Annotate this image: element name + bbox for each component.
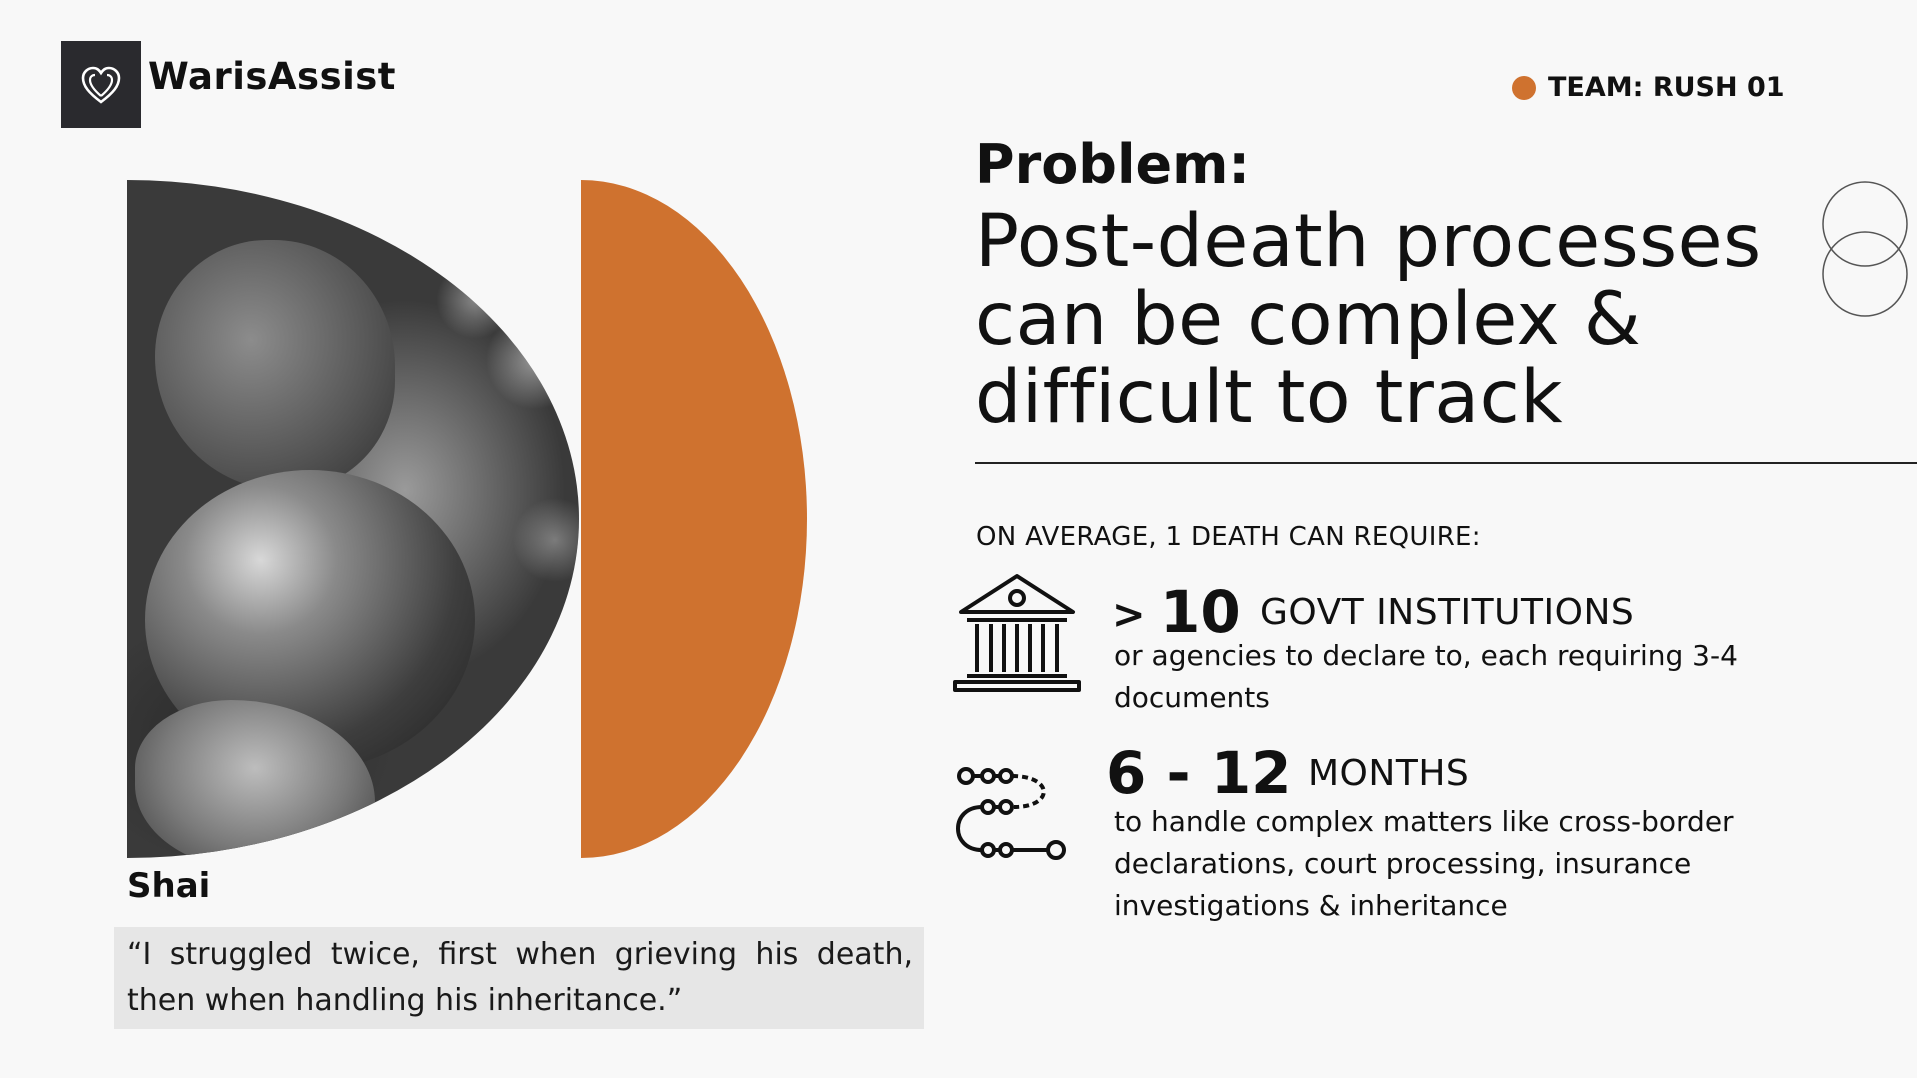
process-path-icon — [956, 767, 1066, 860]
logo — [61, 41, 141, 128]
team-label: TEAM: RUSH 01 — [1548, 72, 1785, 103]
divider — [975, 462, 1917, 464]
decorative-circles-icon — [1822, 181, 1908, 317]
person-name: Shai — [127, 866, 211, 906]
orange-half-circle — [581, 180, 807, 858]
stat-description: to handle complex matters like cross-bor… — [1114, 805, 1734, 922]
team-badge: TEAM: RUSH 01 — [1512, 72, 1785, 103]
average-label: ON AVERAGE, 1 DEATH CAN REQUIRE: — [976, 522, 1481, 552]
stat-prefix: > — [1112, 592, 1146, 638]
problem-headline: Post-death processes can be complex & di… — [975, 199, 1762, 440]
stat-unit: GOVT INSTITUTIONS — [1260, 592, 1635, 633]
stat-number: 10 — [1160, 578, 1241, 646]
government-building-icon — [953, 574, 1081, 692]
problem-label: Problem: — [975, 133, 1250, 196]
portrait-photo — [127, 180, 579, 858]
heart-icon — [81, 66, 121, 104]
stat-unit: MONTHS — [1308, 753, 1470, 794]
stat-number: 6 - 12 — [1106, 739, 1292, 807]
team-dot — [1512, 75, 1536, 100]
brand-name: WarisAssist — [148, 55, 396, 98]
quote-box — [114, 927, 924, 1029]
stat-description: or agencies to declare to, each requirin… — [1114, 639, 1738, 714]
testimonial-quote: “I struggled twice, first when grieving … — [127, 937, 913, 1018]
